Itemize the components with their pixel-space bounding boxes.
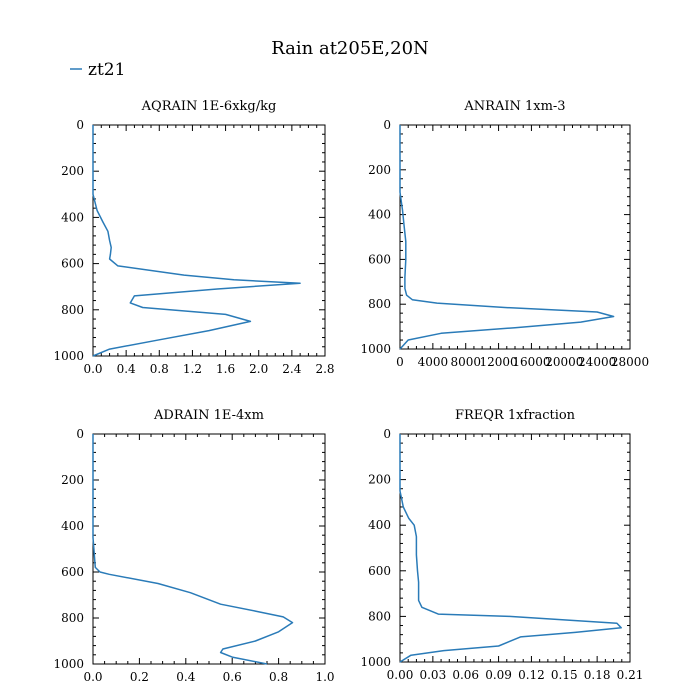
- plot-frame: [92, 433, 326, 665]
- y-tick-label: 800: [61, 611, 84, 625]
- y-tick-label: 0: [383, 427, 391, 441]
- chart-title: AQRAIN 1E-6xkg/kg: [141, 99, 277, 114]
- y-tick-label: 800: [61, 303, 84, 317]
- plot-frame: [399, 124, 631, 350]
- series-line: [399, 434, 622, 663]
- x-tick-label: 0.8: [269, 670, 288, 684]
- x-tick-label: 0.15: [551, 668, 578, 682]
- chart-title: ADRAIN 1E-4xm: [153, 408, 264, 423]
- x-tick-label: 1.0: [315, 670, 334, 684]
- y-tick-label: 1000: [53, 349, 84, 363]
- series-line: [92, 434, 294, 665]
- legend-label: zt21: [88, 60, 125, 80]
- x-tick-label: 0.21: [617, 668, 644, 682]
- x-tick-label: 20000: [545, 355, 583, 369]
- y-tick-label: 200: [61, 164, 84, 178]
- x-tick-label: 1.6: [216, 362, 235, 376]
- y-tick-label: 0: [76, 427, 84, 441]
- x-tick-label: 0: [396, 355, 404, 369]
- x-tick-label: 0.2: [130, 670, 149, 684]
- panels: AQRAIN 1E-6xkg/kg 0.0 0.4 0.8 1.2 1.6 2.0 2.4 2.…: [53, 99, 649, 684]
- y-tick-label: 400: [368, 208, 391, 222]
- y-tick-label: 1000: [360, 655, 391, 669]
- x-tick-label: 0.00: [387, 668, 414, 682]
- y-tick-label: 600: [368, 564, 391, 578]
- x-tick-label: 0.12: [518, 668, 545, 682]
- y-tick-label: 800: [368, 297, 391, 311]
- y-tick-label: 600: [368, 252, 391, 266]
- series-line: [399, 125, 615, 350]
- plot-frame: [399, 433, 631, 663]
- chart-panel: ANRAIN 1xm-30 4000 80001200016000200002400…: [360, 99, 649, 369]
- x-tick-label: 0.0: [83, 362, 102, 376]
- chart-panel: ADRAIN 1E-4xm 0.0 0.2 0.4 0.6 0.8 1.0 0 200 400 60…: [53, 408, 334, 684]
- x-tick-label: 0.0: [83, 670, 102, 684]
- y-tick-label: 400: [368, 518, 391, 532]
- x-tick-label: 0.03: [419, 668, 446, 682]
- x-tick-label: 28000: [611, 355, 649, 369]
- x-tick-label: 0.8: [150, 362, 169, 376]
- chart-title: ANRAIN 1xm-3: [463, 99, 565, 114]
- x-tick-label: 4000: [418, 355, 449, 369]
- chart-panel: AQRAIN 1E-6xkg/kg 0.0 0.4 0.8 1.2 1.6 2.0 2.4 2.…: [53, 99, 334, 376]
- x-tick-label: 0.06: [452, 668, 479, 682]
- y-tick-label: 200: [368, 473, 391, 487]
- legend: zt21: [70, 60, 125, 80]
- x-tick-label: 0.4: [176, 670, 195, 684]
- y-tick-label: 1000: [53, 657, 84, 671]
- plot-frame: [92, 124, 326, 357]
- x-tick-label: 24000: [578, 355, 616, 369]
- x-tick-label: 12000: [479, 355, 517, 369]
- y-tick-label: 600: [61, 257, 84, 271]
- series-line: [92, 125, 301, 357]
- y-tick-label: 600: [61, 565, 84, 579]
- y-tick-label: 1000: [360, 342, 391, 356]
- y-tick-label: 0: [76, 118, 84, 132]
- x-tick-label: 2.8: [315, 362, 334, 376]
- y-tick-label: 200: [61, 473, 84, 487]
- x-tick-label: 16000: [512, 355, 550, 369]
- chart-title: FREQR 1xfraction: [455, 408, 576, 423]
- x-tick-label: 2.4: [282, 362, 301, 376]
- y-tick-label: 400: [61, 210, 84, 224]
- y-tick-label: 800: [368, 609, 391, 623]
- x-tick-label: 0.6: [223, 670, 242, 684]
- x-tick-label: 0.09: [485, 668, 512, 682]
- y-tick-label: 400: [61, 519, 84, 533]
- chart-panel: FREQR 1xfraction 0.00 0.03 0.06 0.09 0.12 0.15…: [360, 408, 643, 682]
- page-title: Rain at205E,20N: [271, 38, 429, 59]
- x-tick-label: 8000: [450, 355, 481, 369]
- x-tick-label: 2.0: [249, 362, 268, 376]
- x-tick-label: 1.2: [183, 362, 202, 376]
- x-tick-label: 0.4: [117, 362, 136, 376]
- y-tick-label: 200: [368, 163, 391, 177]
- y-tick-label: 0: [383, 118, 391, 132]
- x-tick-label: 0.18: [584, 668, 611, 682]
